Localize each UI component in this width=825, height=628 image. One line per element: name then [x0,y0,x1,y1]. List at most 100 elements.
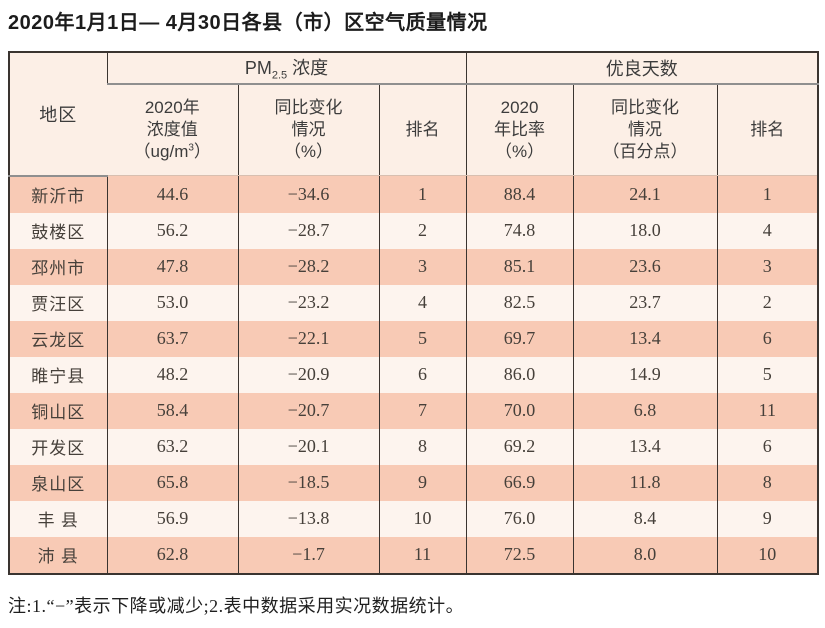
cell-pm-change: −20.9 [237,356,379,393]
cell-pm-rank: 1 [378,175,467,213]
cell-pm-change: −22.1 [237,320,379,357]
table-body: 新沂市 44.6 −34.6 1 88.4 24.1 1 鼓楼区 56.2 −28.7 2 74.8 1… [9,175,819,574]
cell-good-rank: 1 [716,175,819,213]
cell-good-change: 13.4 [572,320,718,357]
cell-region: 铜山区 [9,392,107,429]
cell-pm-value: 63.7 [106,320,238,357]
table-row: 沛 县 62.8 −1.7 11 72.5 8.0 10 [9,536,819,574]
table-header: 地区 PM2.5 浓度 优良天数 2020年 浓度值 （ug/m3） 同比变化 情况… [9,52,819,177]
pm-value-unit-sup: 3 [188,142,194,154]
cell-pm-value: 58.4 [106,392,238,429]
cell-region: 泉山区 [9,464,107,501]
cell-pm-rank: 5 [378,320,467,357]
table-row: 泉山区 65.8 −18.5 9 66.9 11.8 8 [9,464,819,501]
cell-region: 睢宁县 [9,356,107,393]
cell-pm-change: −34.6 [237,175,379,213]
cell-good-rank: 6 [716,320,819,357]
pm-group-prefix: PM [244,58,272,79]
cell-region: 云龙区 [9,320,107,357]
cell-pm-value: 47.8 [106,248,238,285]
cell-good-change: 24.1 [572,175,718,213]
table-row: 丰 县 56.9 −13.8 10 76.0 8.4 9 [9,500,819,537]
cell-good-change: 14.9 [572,356,718,393]
cell-pm-rank: 4 [378,284,467,321]
cell-pm-value: 53.0 [106,284,238,321]
pm-value-line1: 2020年 [144,97,200,117]
pm-value-unit-suffix: ） [193,142,211,162]
cell-good-ratio: 72.5 [465,536,574,574]
cell-pm-rank: 8 [378,428,467,465]
header-group-row: 地区 PM2.5 浓度 优良天数 [9,52,819,177]
page: 2020年1月1日— 4月30日各县（市）区空气质量情况 地区 PM2.5 浓度… [0,8,825,618]
cell-good-change: 23.6 [572,248,718,285]
cell-good-ratio: 88.4 [465,175,574,213]
table-row: 开发区 63.2 −20.1 8 69.2 13.4 6 [9,428,819,465]
header-good-rank: 排名 [716,84,819,176]
cell-good-ratio: 85.1 [465,248,574,285]
cell-good-change: 11.8 [572,464,718,501]
cell-good-change: 18.0 [572,212,718,249]
cell-pm-value: 63.2 [106,428,238,465]
cell-good-change: 23.7 [572,284,718,321]
cell-pm-change: −20.1 [237,428,379,465]
cell-good-ratio: 69.2 [465,428,574,465]
cell-good-rank: 3 [716,248,819,285]
cell-good-change: 8.4 [572,500,718,537]
cell-good-change: 13.4 [572,428,718,465]
cell-good-ratio: 69.7 [465,320,574,357]
cell-region: 开发区 [9,428,107,465]
cell-good-rank: 10 [716,536,819,574]
page-title: 2020年1月1日— 4月30日各县（市）区空气质量情况 [8,12,488,34]
cell-good-rank: 2 [716,284,819,321]
pm-value-line2: 浓度值 [146,119,198,139]
cell-region: 贾汪区 [9,284,107,321]
pm-value-unit-prefix: （ug/m [133,142,189,162]
header-good-ratio: 2020 年比率 （%） [465,84,574,176]
cell-pm-change: −23.2 [237,284,379,321]
header-pm-group: PM2.5 浓度 [106,52,467,85]
cell-good-ratio: 86.0 [465,356,574,393]
cell-pm-rank: 9 [378,464,467,501]
cell-pm-change: −1.7 [237,536,379,574]
cell-pm-value: 44.6 [106,175,238,213]
table-row: 睢宁县 48.2 −20.9 6 86.0 14.9 5 [9,356,819,393]
cell-pm-change: −28.7 [237,212,379,249]
pm-group-suffix: 浓度 [287,58,329,79]
cell-good-ratio: 74.8 [465,212,574,249]
header-pm-rank: 排名 [378,84,467,176]
header-good-change: 同比变化 情况 （百分点） [572,84,718,176]
cell-region: 鼓楼区 [9,212,107,249]
header-detail-row: 2020年 浓度值 （ug/m3） 同比变化 情况 （%） 排名 2020 年比率 … [9,84,819,176]
cell-good-ratio: 70.0 [465,392,574,429]
cell-pm-value: 62.8 [106,536,238,574]
cell-region: 沛 县 [9,536,107,574]
header-pm-value: 2020年 浓度值 （ug/m3） [107,84,238,176]
table-row: 邳州市 47.8 −28.2 3 85.1 23.6 3 [9,248,819,285]
cell-good-rank: 8 [716,464,819,501]
cell-pm-change: −20.7 [237,392,379,429]
cell-pm-rank: 10 [378,500,467,537]
pm-value-unit: （ug/m3） [134,142,211,161]
cell-pm-rank: 6 [378,356,467,393]
header-good-days-group: 优良天数 [465,52,819,85]
cell-pm-value: 56.9 [106,500,238,537]
table-row: 新沂市 44.6 −34.6 1 88.4 24.1 1 [9,175,819,213]
header-region: 地区 [9,52,107,177]
table-row: 云龙区 63.7 −22.1 5 69.7 13.4 6 [9,320,819,357]
header-pm-change: 同比变化 情况 （%） [237,84,379,176]
cell-good-rank: 5 [716,356,819,393]
table-row: 鼓楼区 56.2 −28.7 2 74.8 18.0 4 [9,212,819,249]
footnote: 注:1.“−”表示下降或减少;2.表中数据采用实况数据统计。 [8,595,465,616]
pm-group-subscript: 2.5 [271,69,288,82]
cell-pm-value: 48.2 [106,356,238,393]
table-row: 贾汪区 53.0 −23.2 4 82.5 23.7 2 [9,284,819,321]
cell-pm-value: 65.8 [106,464,238,501]
cell-good-rank: 4 [716,212,819,249]
table-row: 铜山区 58.4 −20.7 7 70.0 6.8 11 [9,392,819,429]
cell-good-rank: 6 [716,428,819,465]
cell-good-ratio: 82.5 [465,284,574,321]
air-quality-table: 地区 PM2.5 浓度 优良天数 2020年 浓度值 （ug/m3） 同比变化 情况… [8,51,820,575]
cell-pm-rank: 3 [378,248,467,285]
cell-good-rank: 9 [716,500,819,537]
cell-good-rank: 11 [716,392,819,429]
